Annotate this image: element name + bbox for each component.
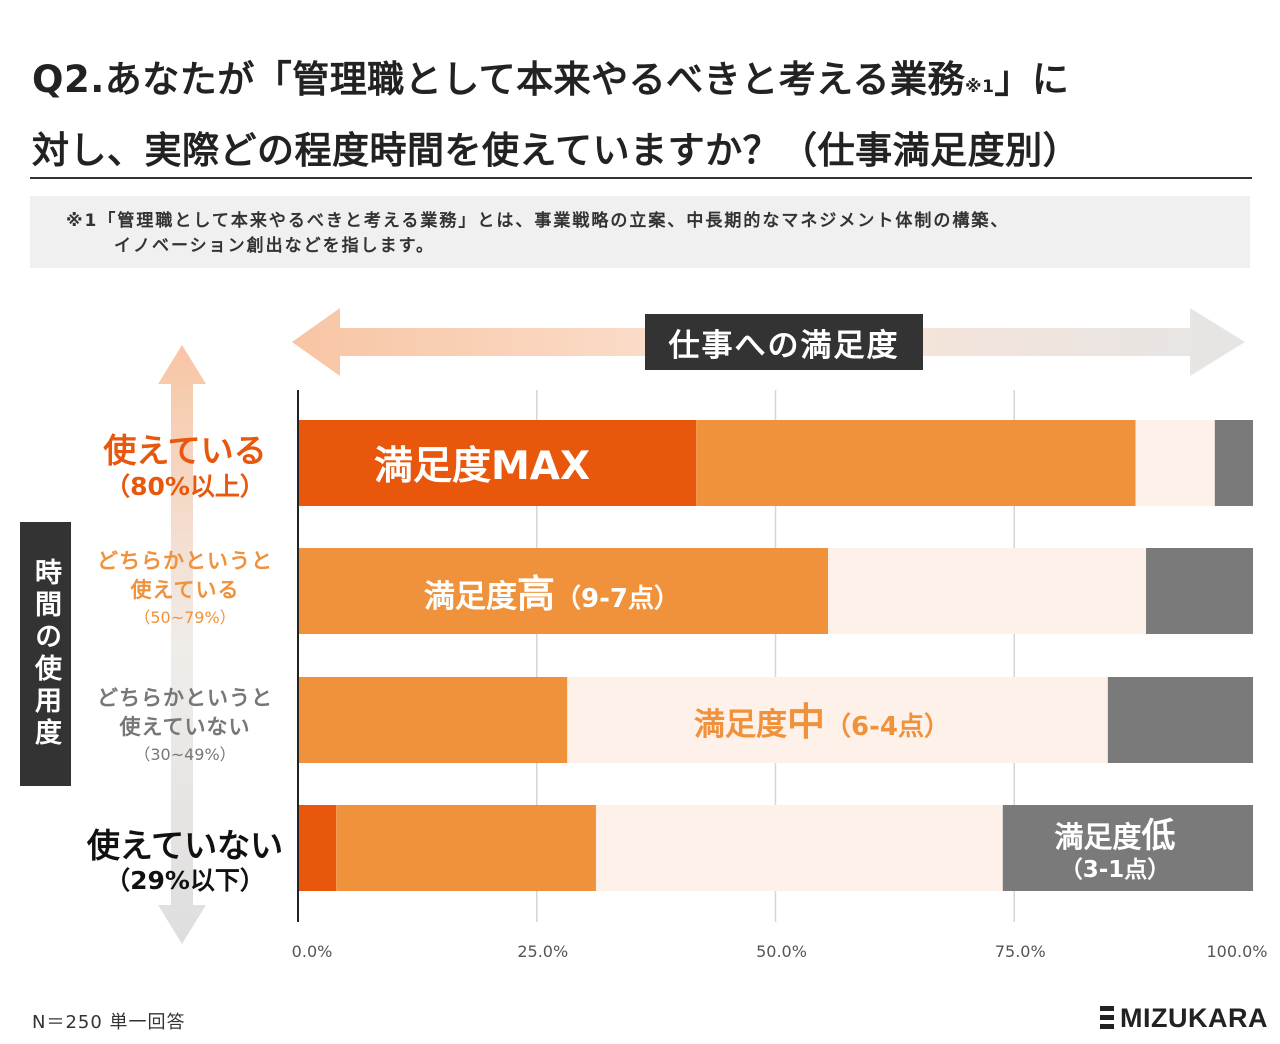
x-tick-label: 0.0%: [292, 942, 333, 961]
bar-segment-high: [696, 420, 1136, 506]
bar-segment-high: [336, 805, 596, 891]
title-note-mark: ※1: [965, 77, 995, 97]
logo-mark-icon: [1100, 1006, 1114, 1030]
chart-title: Q2.あなたが「管理職として本来やるべきと考える業務※1」に 対し、実際どの程度…: [32, 48, 1252, 183]
bar-segment-low: [1214, 420, 1253, 506]
definition-note: ※1「管理職として本来やるべきと考える業務」とは、事業戦略の立案、中長期的なマネ…: [30, 196, 1250, 268]
category-sub: （30~49%）: [134, 745, 236, 764]
segment-range: （3-1点）: [1059, 857, 1171, 883]
bar-segment-low: [1146, 548, 1253, 634]
bar-segment-mid: [567, 677, 1108, 763]
category-sub: （80%以上）: [105, 472, 265, 501]
segment-label-low: 満足度低 （3-1点）: [1005, 818, 1225, 885]
category-main: 使えていない: [86, 826, 284, 865]
x-tick-label: 50.0%: [756, 942, 807, 961]
x-axis-title: 仕事への満足度: [645, 314, 923, 370]
category-sub: （29%以下）: [105, 866, 265, 895]
segment-emphasis: 高: [517, 572, 556, 616]
bar-segment-max: [298, 420, 697, 506]
note-line-2: イノベーション創出などを指します。: [114, 236, 435, 256]
bar-segment-max: [298, 805, 337, 891]
x-tick-label: 25.0%: [517, 942, 568, 961]
brand-logo: MIZUKARA: [1100, 1000, 1268, 1036]
category-main: どちらかというと 使えている: [97, 549, 273, 602]
bar-segment-low: [1002, 805, 1253, 891]
segment-prefix: 満足度: [694, 707, 787, 743]
note-line-1: ※1「管理職として本来やるべきと考える業務」とは、事業戦略の立案、中長期的なマネ…: [66, 211, 1010, 231]
bar-segment-high: [298, 548, 829, 634]
segment-emphasis: 低: [1141, 816, 1176, 856]
segment-label-high: 満足度高（9-7点）: [424, 570, 680, 623]
segment-range: （6-4点）: [825, 712, 950, 742]
category-main: どちらかというと 使えていない: [97, 686, 273, 739]
bar-segment-mid: [828, 548, 1147, 634]
segment-prefix: 満足度: [424, 579, 517, 615]
category-label-30-49: どちらかというと 使えていない （30~49%）: [70, 684, 300, 768]
category-main: 使えている: [103, 431, 267, 470]
sample-note: N＝250 単一回答: [32, 1012, 186, 1033]
segment-label-max: 満足度MAX: [374, 444, 591, 489]
title-line2: 対し、実際どの程度時間を使えていますか？（仕事満足度別）: [32, 129, 1081, 172]
category-sub: （50~79%）: [134, 608, 236, 627]
segment-range: （9-7点）: [555, 584, 680, 614]
bar-segment-mid: [1135, 420, 1215, 506]
title-line1-b: 」に: [994, 58, 1070, 101]
segment-label-mid: 満足度中（6-4点）: [694, 698, 950, 751]
title-line1-a: Q2.あなたが「管理職として本来やるべきと考える業務: [32, 58, 966, 101]
time-usage-arrow: [158, 345, 206, 944]
category-label-50-79: どちらかというと 使えている （50~79%）: [70, 547, 300, 631]
category-label-29-below: 使えていない （29%以下）: [70, 826, 300, 896]
bar-segment-high: [298, 677, 568, 763]
y-axis-title: 時間の使用度: [20, 522, 71, 786]
bar-segment-mid: [595, 805, 1003, 891]
title-divider: [30, 177, 1252, 179]
category-label-80-plus: 使えている （80%以上）: [70, 430, 300, 502]
x-tick-label: 100.0%: [1206, 942, 1267, 961]
logo-text: MIZUKARA: [1120, 1002, 1268, 1033]
segment-emphasis: 中: [787, 700, 826, 744]
segment-prefix: 満足度: [1054, 820, 1142, 854]
x-tick-label: 75.0%: [995, 942, 1046, 961]
bar-segment-low: [1107, 677, 1253, 763]
